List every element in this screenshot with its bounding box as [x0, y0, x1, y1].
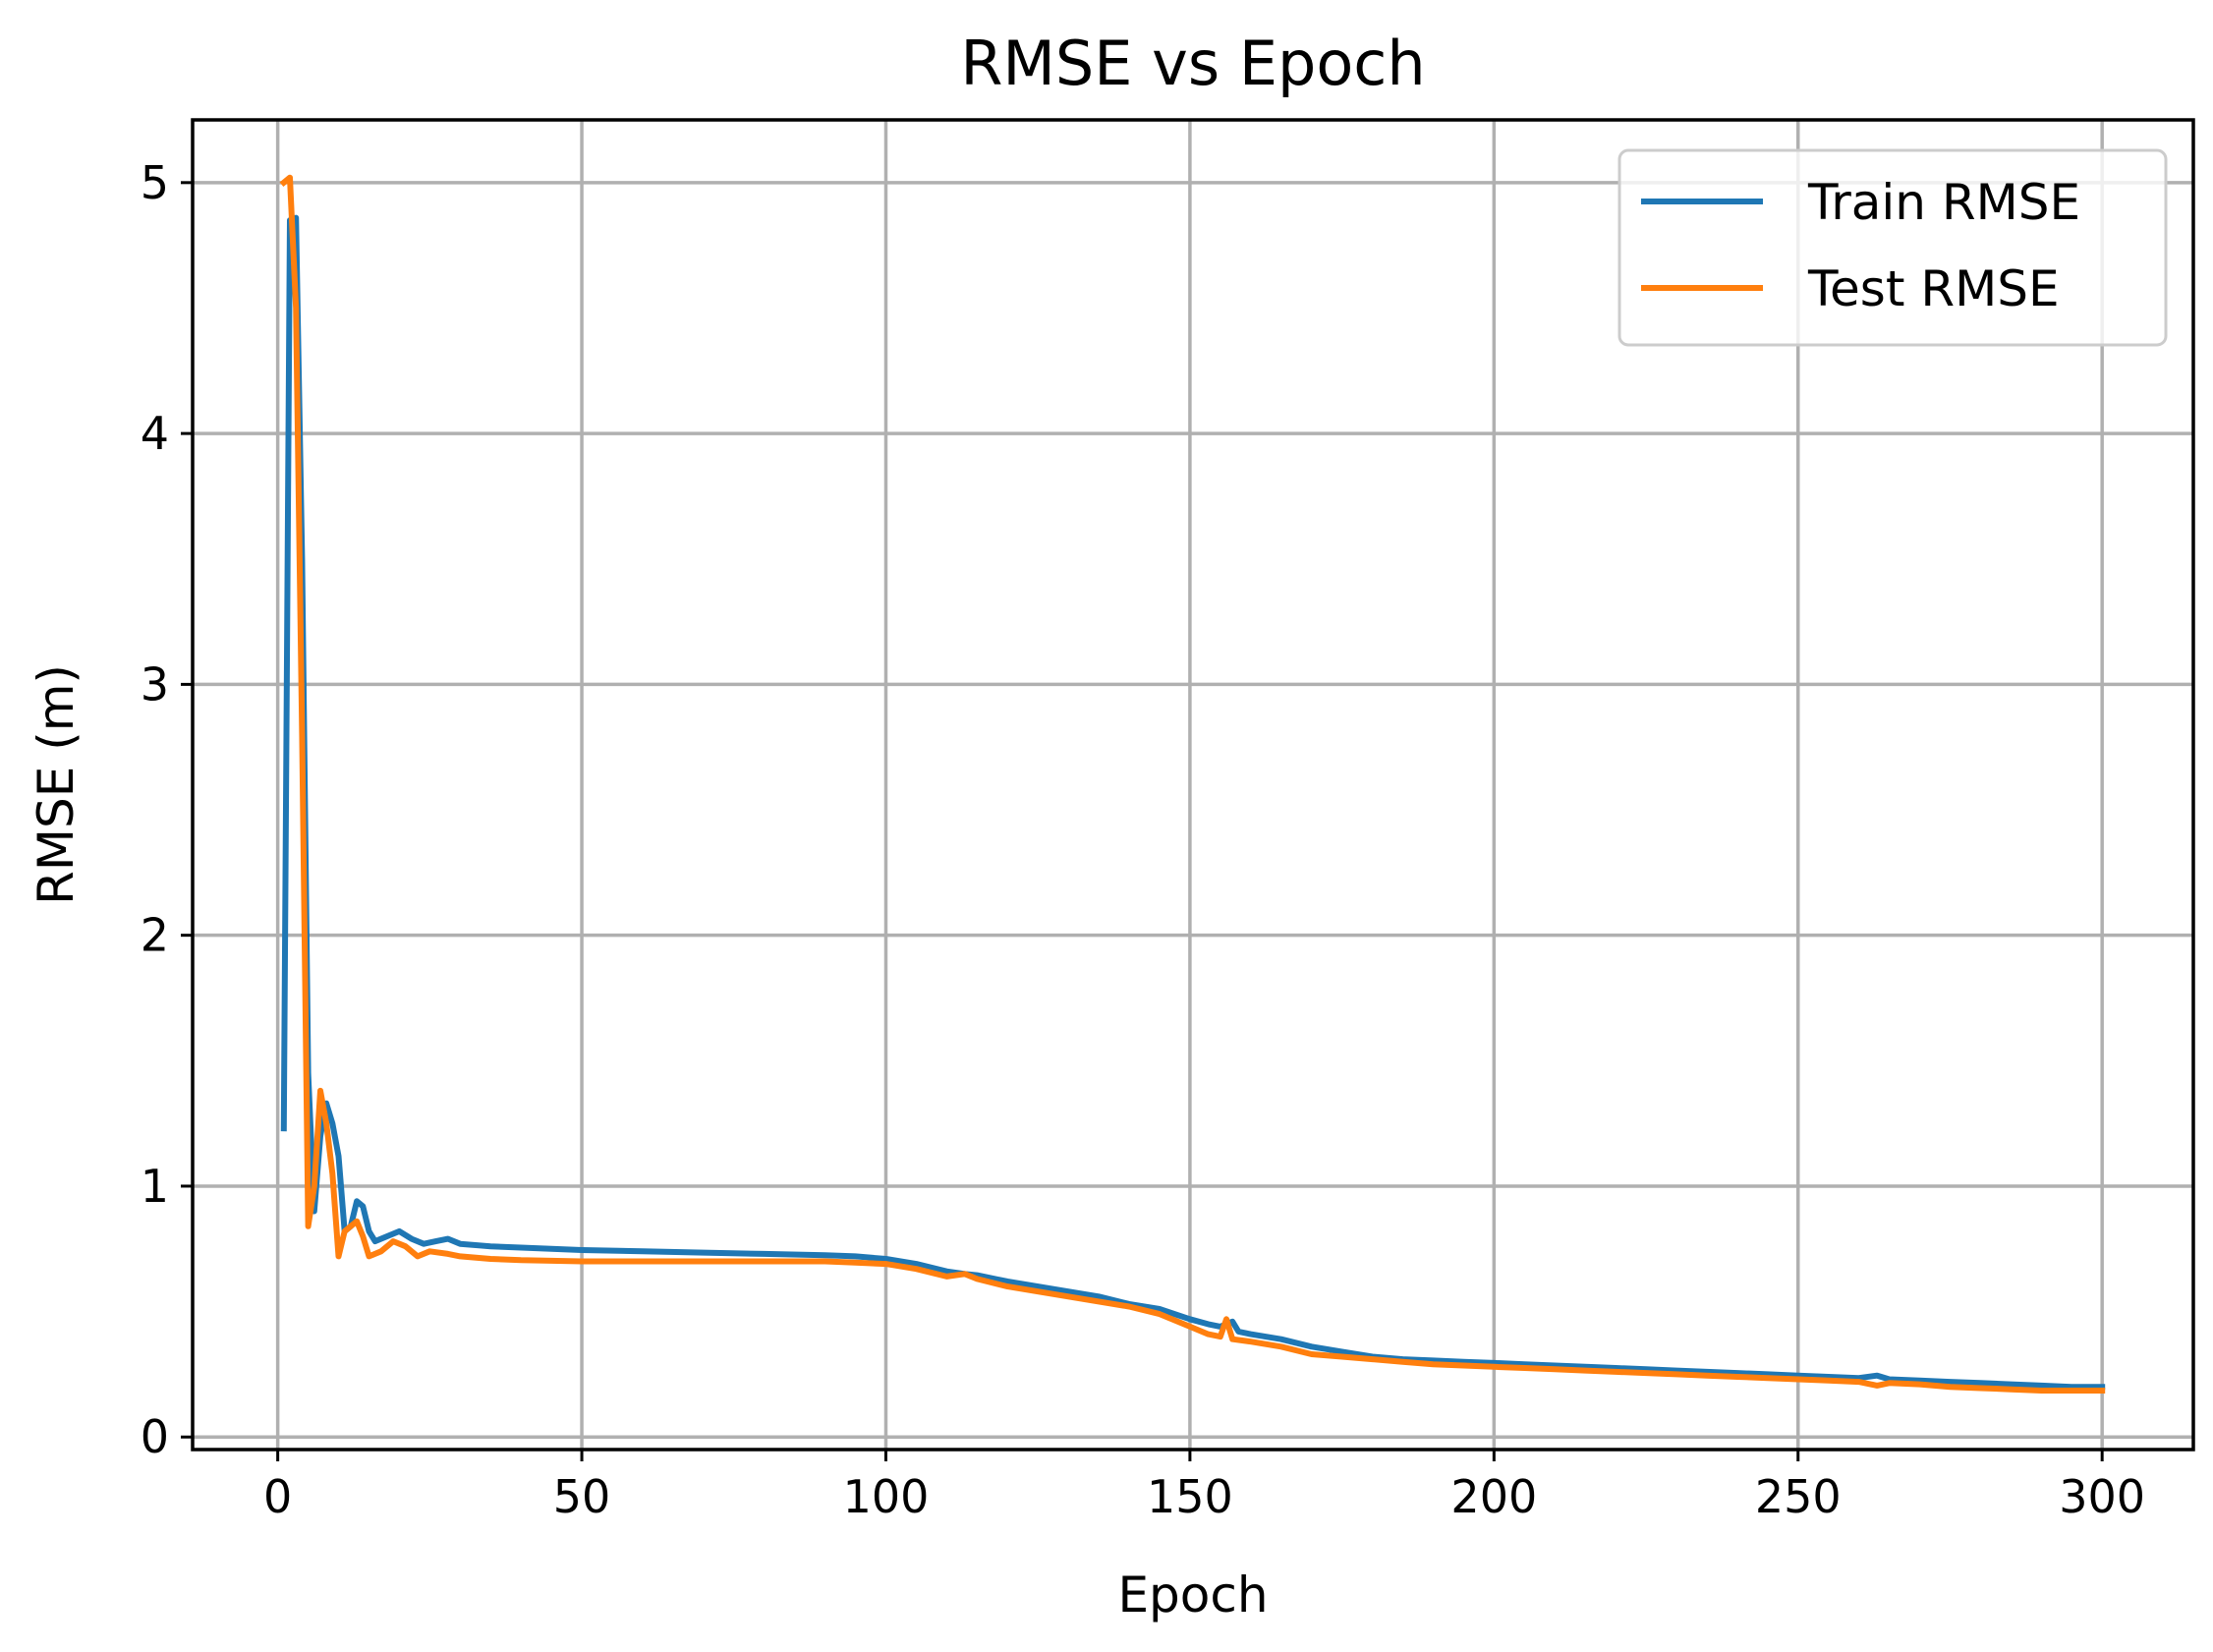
grid	[193, 120, 2193, 1450]
x-tick-label: 300	[2059, 1470, 2145, 1523]
legend: Train RMSE Test RMSE	[1617, 148, 2168, 347]
x-tick-label: 50	[553, 1470, 611, 1523]
series-line-test-rmse	[279, 174, 2106, 1394]
x-tick-label: 250	[1755, 1470, 1842, 1523]
y-tick-label: 1	[141, 1160, 169, 1213]
x-tick-label: 150	[1147, 1470, 1233, 1523]
x-tick-label: 200	[1450, 1470, 1537, 1523]
legend-label: Train RMSE	[1807, 174, 2080, 231]
x-tick-label: 100	[843, 1470, 930, 1523]
y-tick-label: 5	[141, 156, 169, 209]
y-tick-label: 3	[141, 657, 169, 711]
series-line-train-rmse	[280, 214, 2106, 1391]
chart-title: RMSE vs Epoch	[960, 28, 1425, 99]
plot-frame	[191, 118, 2195, 1452]
y-tick-label: 2	[141, 909, 169, 962]
legend-label: Test RMSE	[1807, 260, 2060, 317]
series-lines	[279, 174, 2106, 1394]
x-axis-label: Epoch	[1117, 1567, 1268, 1624]
y-tick-label: 4	[141, 407, 169, 460]
axis-ticks: 0 50 100 150 200 250 300 0 1 2 3 4 5	[141, 156, 2145, 1523]
x-tick-label: 0	[263, 1470, 292, 1523]
y-axis-label: RMSE (m)	[28, 664, 85, 905]
y-tick-label: 0	[141, 1410, 169, 1463]
